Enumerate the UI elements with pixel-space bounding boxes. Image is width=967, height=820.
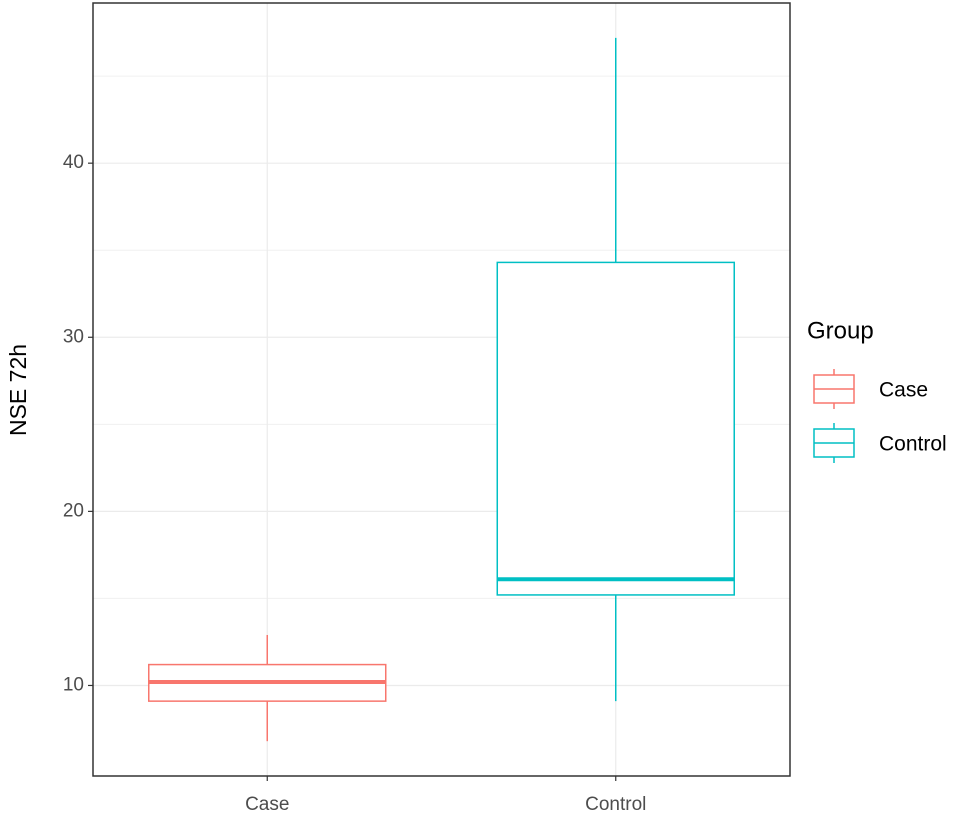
y-tick-label: 40 <box>63 152 84 173</box>
legend-label: Case <box>879 379 928 402</box>
y-axis-label: NSE 72h <box>5 344 31 436</box>
panel-border <box>92 2 791 777</box>
y-tick-label: 10 <box>63 674 84 695</box>
y-tick-label: 30 <box>63 326 84 347</box>
legend-title: Group <box>807 317 874 344</box>
legend-label: Control <box>879 433 947 456</box>
x-tick-label: Case <box>245 794 289 815</box>
y-tick-label: 20 <box>63 500 84 521</box>
box <box>496 261 735 596</box>
x-tick-label: Control <box>585 794 646 815</box>
